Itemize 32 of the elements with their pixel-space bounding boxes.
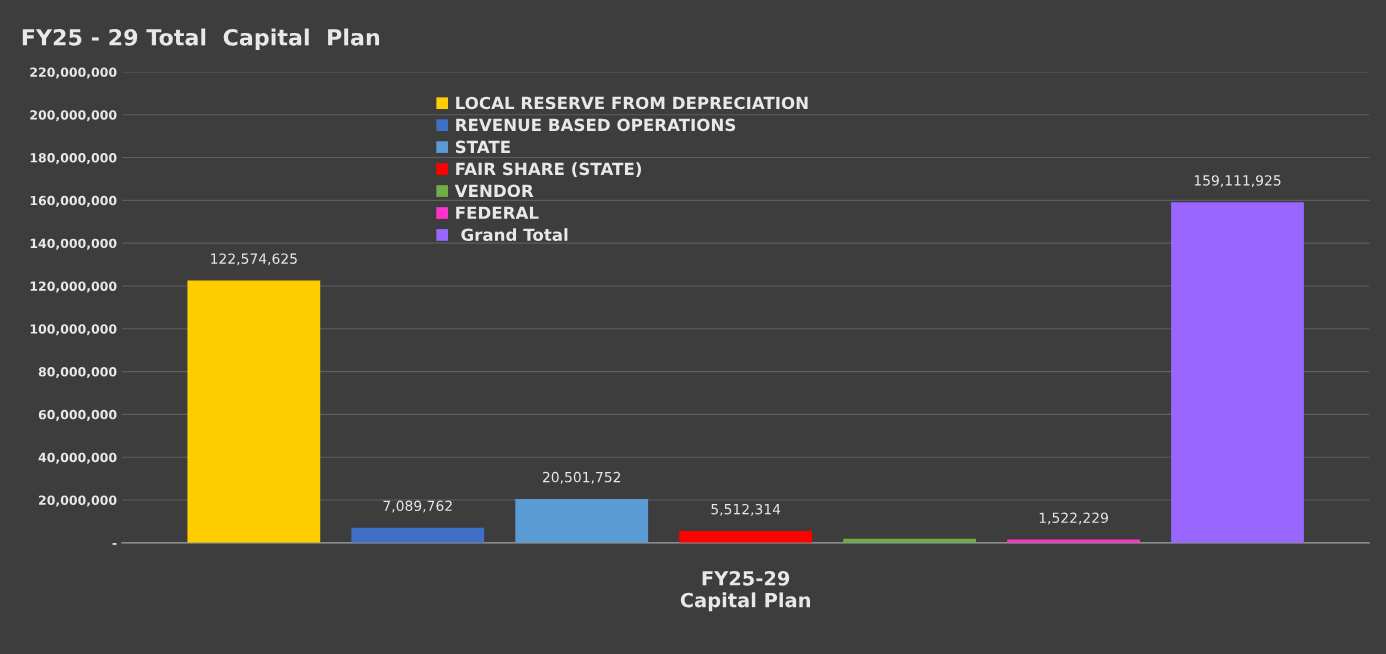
legend-label: STATE bbox=[455, 140, 510, 154]
data-label: 1,522,229 bbox=[1039, 512, 1108, 525]
y-tick-label: 40,000,000 bbox=[38, 452, 117, 464]
legend-label: LOCAL RESERVE FROM DEPRECIATION bbox=[456, 96, 808, 110]
bar bbox=[515, 498, 649, 543]
y-tick-label: 140,000,000 bbox=[30, 238, 117, 250]
legend-label: FEDERAL bbox=[456, 206, 539, 219]
y-tick-label: 200,000,000 bbox=[30, 110, 117, 122]
chart-title: FY25 - 29 Total Capital Plan bbox=[22, 28, 380, 50]
legend-label: VENDOR bbox=[454, 184, 534, 198]
data-label: 5,512,314 bbox=[711, 503, 781, 516]
y-tick-label: 220,000,000 bbox=[30, 67, 117, 79]
x-tick-label: FY25-29 Capital Plan bbox=[680, 570, 810, 612]
legend-label: Grand Total bbox=[461, 228, 568, 242]
bar bbox=[1171, 202, 1304, 543]
bar bbox=[679, 531, 813, 543]
y-tick-label: 180,000,000 bbox=[30, 153, 117, 165]
data-label: 122,574,625 bbox=[211, 253, 297, 266]
y-tick-label: - bbox=[112, 543, 117, 545]
bar bbox=[187, 280, 321, 543]
bar bbox=[351, 527, 485, 543]
y-tick-label: 60,000,000 bbox=[38, 409, 117, 421]
y-tick-label: 20,000,000 bbox=[39, 495, 117, 507]
data-label: 7,089,762 bbox=[383, 500, 452, 513]
y-tick-label: 100,000,000 bbox=[30, 324, 117, 336]
data-label: 20,501,752 bbox=[542, 471, 621, 484]
data-label: 159,111,925 bbox=[1194, 175, 1281, 188]
y-tick-label: 80,000,000 bbox=[38, 367, 117, 379]
y-tick-label: 120,000,000 bbox=[30, 281, 117, 293]
legend-label: FAIR SHARE (STATE) bbox=[456, 162, 641, 178]
y-tick-label: 160,000,000 bbox=[30, 195, 117, 207]
legend-label: REVENUE BASED OPERATIONS bbox=[456, 118, 736, 132]
